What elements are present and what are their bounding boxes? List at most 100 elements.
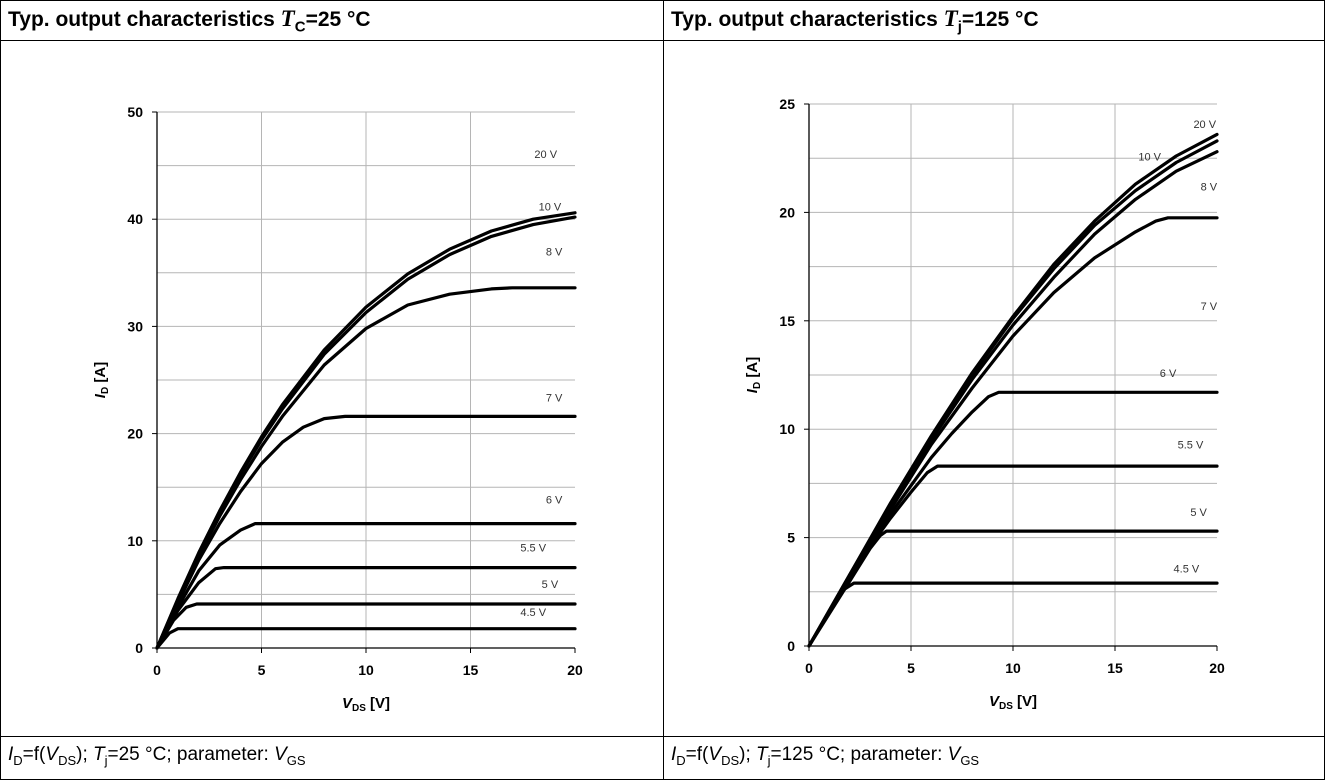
panel-title-right: Typ. output characteristics Tj=125 °C <box>671 6 1039 36</box>
caption-sub: D <box>13 752 23 768</box>
caption-sym: T <box>93 744 105 765</box>
title-symbol-subscript: j <box>957 18 962 36</box>
x-tick-label: 5 <box>907 660 915 676</box>
y-axis-label-unit: [A] <box>92 362 109 387</box>
y-tick-label: 50 <box>127 104 143 120</box>
x-tick-label: 5 <box>258 662 266 678</box>
series-label: 7 V <box>546 392 563 404</box>
y-tick-label: 0 <box>787 638 795 654</box>
x-tick-label: 10 <box>1005 660 1021 676</box>
title-symbol: TC <box>280 6 306 36</box>
series-label: 20 V <box>534 149 557 161</box>
y-tick-label: 20 <box>779 204 795 220</box>
x-tick-label: 0 <box>805 660 813 676</box>
series-label: 5 V <box>542 579 559 591</box>
x-axis-label-unit: [V] <box>1013 693 1037 710</box>
x-axis-label-symbol: V <box>342 695 354 712</box>
caption-sym: V <box>274 744 287 765</box>
series-line <box>155 602 577 650</box>
series-line <box>155 627 577 650</box>
y-tick-label: 25 <box>779 96 795 112</box>
chart-right: 0 5 10 15 20 25 0 5 10 15 20 VDS [V] ID [A] 20 V 10 V 8… <box>744 96 1225 712</box>
title-symbol-letter: T <box>943 6 958 31</box>
y-tick-label: 40 <box>127 211 143 227</box>
x-tick-label: 20 <box>567 662 583 678</box>
series-label: 8 V <box>546 247 563 259</box>
y-axis-label: ID [A] <box>92 362 111 398</box>
y-axis-label-symbol: I <box>744 388 761 393</box>
caption-sub: DS <box>58 752 77 768</box>
series-line <box>155 522 577 650</box>
title-symbol: Tj <box>943 6 962 36</box>
y-tick-label: 20 <box>127 426 143 442</box>
series-label: 5.5 V <box>1178 440 1204 452</box>
series-line <box>807 216 1219 648</box>
x-axis-label-subscript: DS <box>999 701 1013 712</box>
y-tick-label: 5 <box>787 530 795 546</box>
y-tick-label: 15 <box>779 313 795 329</box>
series-label: 8 V <box>1201 182 1218 194</box>
caption-sub: j <box>104 752 108 768</box>
y-axis-label-subscript: D <box>100 387 111 394</box>
title-symbol-subscript: C <box>294 18 306 36</box>
caption-text: =25 °C; parameter: <box>107 744 275 765</box>
caption-left: ID=f(VDS); Tj=25 °C; parameter: VGS <box>8 744 306 768</box>
x-axis-label: VDS [V] <box>342 695 390 714</box>
x-tick-label: 15 <box>1107 660 1123 676</box>
caption-sub: GS <box>286 752 306 768</box>
caption-sym: V <box>708 744 722 765</box>
title-condition: =125 °C <box>961 8 1039 31</box>
caption-right: ID=f(VDS); Tj=125 °C; parameter: VGS <box>671 744 979 768</box>
grid <box>809 103 1217 646</box>
y-axis-label-subscript: D <box>752 382 763 389</box>
series-label: 6 V <box>546 494 563 506</box>
y-axis-label: ID [A] <box>744 357 763 393</box>
x-tick-label: 10 <box>358 662 374 678</box>
series-label: 4.5 V <box>1174 563 1200 575</box>
grid <box>157 111 575 648</box>
x-tick-label: 15 <box>463 662 479 678</box>
series-label: 6 V <box>1160 368 1177 380</box>
caption-text: =125 °C; parameter: <box>770 744 948 765</box>
series-label: 20 V <box>1193 119 1216 131</box>
caption-sub: D <box>676 752 686 768</box>
caption-sym: I <box>671 744 677 765</box>
series-label: 7 V <box>1201 301 1218 313</box>
caption-text: ); <box>739 744 757 765</box>
series-label: 10 V <box>539 202 562 214</box>
x-axis-label: VDS [V] <box>989 693 1037 712</box>
y-tick-label: 10 <box>127 533 143 549</box>
y-axis-label-symbol: I <box>92 393 109 398</box>
title-text: Typ. output characteristics <box>671 8 944 31</box>
caption-sym: I <box>8 744 14 765</box>
series-line <box>155 286 577 650</box>
caption-sub: GS <box>960 752 980 768</box>
x-axis-label-symbol: V <box>989 693 1001 710</box>
series-label: 5 V <box>1190 507 1207 519</box>
series-line <box>155 414 577 650</box>
x-axis-label-subscript: DS <box>352 703 366 714</box>
caption-sub: DS <box>721 752 740 768</box>
series-label: 10 V <box>1138 151 1161 163</box>
x-tick-label: 0 <box>153 662 161 678</box>
x-axis-label-unit: [V] <box>366 695 390 712</box>
title-condition: =25 °C <box>305 8 371 31</box>
caption-sym: V <box>947 744 961 765</box>
chart-left: 0 10 20 30 40 50 0 5 10 15 20 VDS [V] ID [A] 20 V 10 V… <box>92 104 583 714</box>
panel-title-left: Typ. output characteristics TC=25 °C <box>8 6 371 36</box>
y-axis-label-unit: [A] <box>744 357 761 382</box>
series-label: 4.5 V <box>520 607 546 619</box>
caption-text: =f( <box>22 744 46 765</box>
title-symbol-letter: T <box>280 6 295 31</box>
series-label: 5.5 V <box>520 543 546 555</box>
caption-sub: j <box>767 752 771 768</box>
caption-text: =f( <box>685 744 709 765</box>
y-tick-label: 10 <box>779 421 795 437</box>
y-tick-label: 0 <box>135 640 143 656</box>
series-line <box>807 581 1219 648</box>
y-tick-label: 30 <box>127 318 143 334</box>
series-line <box>155 566 577 650</box>
caption-text: ); <box>76 744 94 765</box>
